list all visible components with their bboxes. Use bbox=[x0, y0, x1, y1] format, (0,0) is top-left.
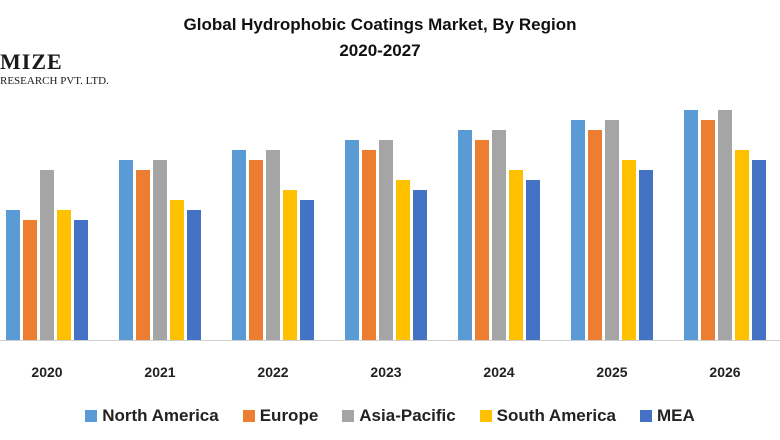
chart-title: Global Hydrophobic Coatings Market, By R… bbox=[130, 12, 630, 64]
bar-2024-asia-pacific bbox=[492, 130, 506, 340]
legend-swatch bbox=[640, 410, 653, 422]
bar-2021-south-america bbox=[170, 200, 184, 340]
legend-swatch bbox=[242, 410, 255, 422]
bar-2021-asia-pacific bbox=[153, 160, 167, 340]
legend-label: North America bbox=[102, 406, 219, 425]
chart-title-main: Global Hydrophobic Coatings Market, By R… bbox=[183, 15, 577, 34]
legend-item-north-america: North America bbox=[85, 406, 219, 426]
bar-2020-north-america bbox=[6, 210, 20, 340]
legend-label: MEA bbox=[657, 406, 695, 425]
x-tick-label-2020: 2020 bbox=[31, 364, 62, 380]
legend-item-mea: MEA bbox=[640, 406, 695, 426]
bar-2023-asia-pacific bbox=[379, 140, 393, 340]
legend-item-asia-pacific: Asia-Pacific bbox=[342, 406, 456, 426]
bar-2023-europe bbox=[362, 150, 376, 340]
bar-2025-south-america bbox=[622, 160, 636, 340]
x-tick-label-2021: 2021 bbox=[144, 364, 175, 380]
bar-2021-mea bbox=[187, 210, 201, 340]
legend-label: South America bbox=[496, 406, 617, 425]
bar-group bbox=[6, 110, 766, 340]
x-tick-label-2025: 2025 bbox=[596, 364, 627, 380]
bar-2026-europe bbox=[701, 120, 715, 340]
bar-2020-asia-pacific bbox=[40, 170, 54, 340]
bar-2021-europe bbox=[136, 170, 150, 340]
bar-2024-mea bbox=[526, 180, 540, 340]
bar-2021-north-america bbox=[119, 160, 133, 340]
bar-2022-north-america bbox=[232, 150, 246, 340]
bar-2025-mea bbox=[639, 170, 653, 340]
bar-2020-mea bbox=[74, 220, 88, 340]
bar-2025-north-america bbox=[571, 120, 585, 340]
legend-swatch bbox=[85, 410, 98, 422]
logo-main-text: MIZE bbox=[0, 50, 63, 74]
bar-2026-asia-pacific bbox=[718, 110, 732, 340]
legend: North America Europe Asia-Pacific South Ame… bbox=[0, 404, 780, 428]
chart-subtitle: 2020-2027 bbox=[339, 41, 421, 60]
bar-2023-north-america bbox=[345, 140, 359, 340]
legend-label: Asia-Pacific bbox=[359, 406, 456, 425]
x-tick-label-2023: 2023 bbox=[370, 364, 401, 380]
x-tick-label-2022: 2022 bbox=[257, 364, 288, 380]
bar-chart-plot: 2020 2021 2022 2023 2024 2025 2026 bbox=[0, 110, 780, 380]
bar-2020-south-america bbox=[57, 210, 71, 340]
bar-2026-mea bbox=[752, 160, 766, 340]
x-tick-label-2026: 2026 bbox=[709, 364, 740, 380]
bar-2026-north-america bbox=[684, 110, 698, 340]
bar-2022-south-america bbox=[283, 190, 297, 340]
x-tick-labels: 2020 2021 2022 2023 2024 2025 2026 bbox=[31, 364, 740, 380]
logo-sub-text: RESEARCH PVT. LTD. bbox=[0, 75, 109, 87]
company-logo: MIZE RESEARCH PVT. LTD. bbox=[0, 50, 120, 92]
bar-2022-asia-pacific bbox=[266, 150, 280, 340]
bar-2024-south-america bbox=[509, 170, 523, 340]
bar-2023-mea bbox=[413, 190, 427, 340]
x-tick-label-2024: 2024 bbox=[483, 364, 514, 380]
bar-2025-europe bbox=[588, 130, 602, 340]
bar-2022-europe bbox=[249, 160, 263, 340]
bar-2024-north-america bbox=[458, 130, 472, 340]
legend-item-south-america: South America bbox=[479, 406, 617, 426]
bar-2020-europe bbox=[23, 220, 37, 340]
bar-2024-europe bbox=[475, 140, 489, 340]
legend-label: Europe bbox=[259, 406, 319, 425]
legend-swatch bbox=[479, 410, 492, 422]
legend-item-europe: Europe bbox=[242, 406, 319, 426]
bar-2023-south-america bbox=[396, 180, 410, 340]
legend-swatch bbox=[342, 410, 355, 422]
bar-2026-south-america bbox=[735, 150, 749, 340]
bar-2022-mea bbox=[300, 200, 314, 340]
bar-2025-asia-pacific bbox=[605, 120, 619, 340]
